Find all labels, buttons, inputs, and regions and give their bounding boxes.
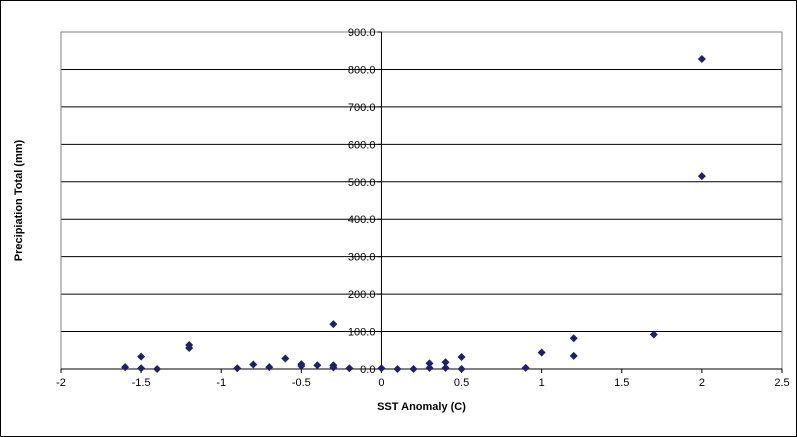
data-point-2 <box>137 364 146 373</box>
data-point-16 <box>345 364 354 373</box>
y-tick-label: 400.0 <box>348 214 376 226</box>
x-tick-label: -0.5 <box>292 377 311 389</box>
x-tick-label: -1.5 <box>132 377 151 389</box>
data-point-29 <box>569 351 578 360</box>
y-tick-label: 700.0 <box>348 102 376 114</box>
data-point-17 <box>377 364 386 373</box>
y-tick-label: 200.0 <box>348 289 376 301</box>
data-point-24 <box>457 353 466 362</box>
data-point-18 <box>393 365 402 373</box>
data-point-8 <box>265 363 274 372</box>
y-axis-title: Precipiation Total (mm) <box>13 139 25 261</box>
data-point-1 <box>137 352 146 361</box>
x-tick-label: 0 <box>378 377 384 389</box>
data-point-25 <box>457 365 466 373</box>
data-point-27 <box>537 348 546 357</box>
data-point-30 <box>649 330 658 339</box>
y-tick-label: 500.0 <box>348 177 376 189</box>
data-point-7 <box>249 360 258 369</box>
x-tick-label: 1.5 <box>614 377 629 389</box>
data-point-32 <box>697 172 706 181</box>
y-tick-label: 100.0 <box>348 327 376 339</box>
data-point-9 <box>281 354 290 363</box>
x-tick-label: 0.5 <box>454 377 469 389</box>
data-point-5 <box>185 344 194 353</box>
x-tick-label: -1 <box>216 377 226 389</box>
data-point-11 <box>297 362 306 371</box>
y-tick-label: 300.0 <box>348 252 376 264</box>
data-point-12 <box>313 361 322 370</box>
y-tick-label: 600.0 <box>348 139 376 151</box>
data-point-6 <box>233 364 242 373</box>
tick-labels: 0.0 100.0 200.0 300.0 400.0 500.0 600.0 700.0 80… <box>56 27 790 389</box>
plot-area <box>60 31 783 370</box>
data-point-13 <box>329 320 338 329</box>
data-point-0 <box>121 363 130 372</box>
x-tick-label: -2 <box>56 377 66 389</box>
data-point-22 <box>441 358 450 367</box>
data-point-19 <box>409 365 418 373</box>
x-axis-title: SST Anomaly (C) <box>377 401 466 413</box>
data-point-20 <box>425 359 434 368</box>
data-point-26 <box>521 363 530 372</box>
x-tick-label: 1 <box>539 377 545 389</box>
y-tick-label: 0.0 <box>360 364 375 376</box>
data-point-21 <box>425 363 434 372</box>
axes <box>60 31 783 373</box>
data-points <box>121 54 706 373</box>
gridlines <box>61 31 782 333</box>
x-tick-label: 2 <box>699 377 705 389</box>
data-point-31 <box>697 54 706 63</box>
data-point-23 <box>441 363 450 372</box>
y-tick-label: 800.0 <box>348 64 376 76</box>
data-point-15 <box>329 363 338 372</box>
y-tick-label: 900.0 <box>348 27 376 39</box>
data-point-3 <box>153 365 162 373</box>
x-tick-label: 2.5 <box>774 377 789 389</box>
data-point-28 <box>569 334 578 343</box>
